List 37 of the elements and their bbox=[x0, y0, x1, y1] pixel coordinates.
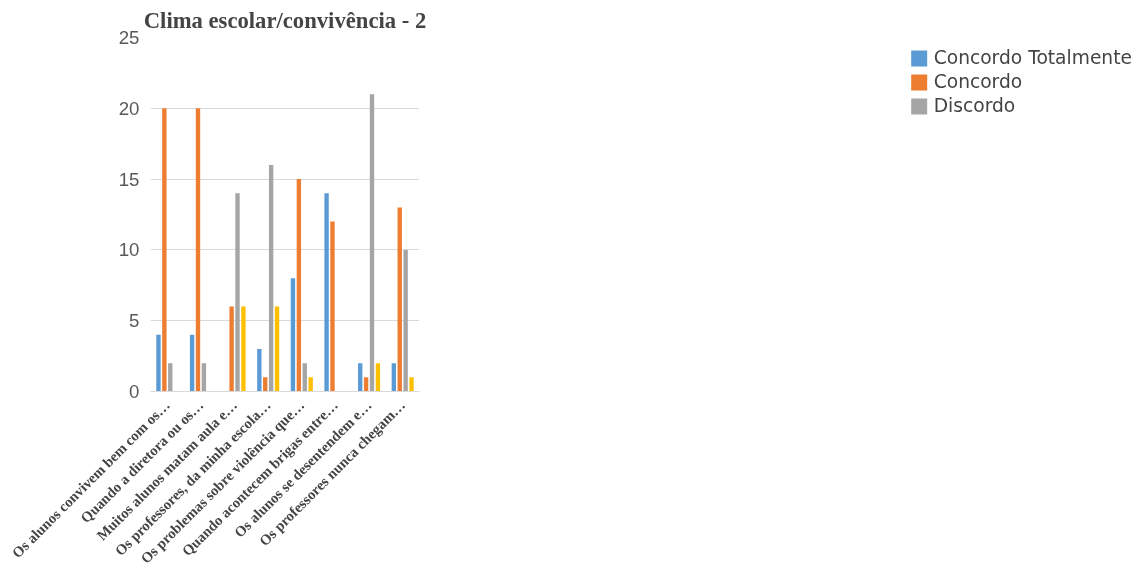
bar bbox=[369, 94, 375, 392]
bar bbox=[241, 306, 246, 392]
y-tick-label: 5 bbox=[129, 310, 140, 332]
bar bbox=[391, 363, 397, 392]
y-tick-label: 20 bbox=[118, 97, 140, 119]
bar bbox=[358, 363, 363, 392]
bar bbox=[195, 108, 201, 392]
bar bbox=[302, 363, 307, 392]
bar bbox=[263, 377, 268, 392]
bar bbox=[375, 363, 381, 392]
y-tick-label: 15 bbox=[118, 168, 140, 190]
legend-label: Concordo bbox=[933, 71, 1023, 92]
legend-label: Concordo Totalmente bbox=[933, 47, 1132, 68]
bar bbox=[409, 377, 414, 392]
y-tick-label: 10 bbox=[118, 239, 140, 261]
bar bbox=[268, 164, 274, 392]
bar bbox=[274, 306, 280, 392]
bar bbox=[201, 363, 207, 392]
bar bbox=[168, 363, 173, 392]
y-tick-label: 25 bbox=[118, 27, 140, 48]
y-tick-label: 0 bbox=[129, 381, 140, 402]
bar bbox=[235, 193, 240, 392]
bar bbox=[397, 207, 402, 392]
bar bbox=[162, 108, 167, 392]
bar bbox=[156, 334, 161, 392]
bar bbox=[330, 221, 335, 392]
bar bbox=[189, 334, 195, 392]
bar bbox=[308, 377, 313, 392]
bar bbox=[257, 349, 262, 392]
legend-label: Discordo bbox=[933, 95, 1016, 116]
bar bbox=[403, 249, 408, 392]
bar bbox=[290, 278, 296, 392]
bar bbox=[229, 306, 234, 392]
bar bbox=[363, 377, 369, 392]
bar bbox=[296, 179, 302, 392]
chart-title: Clima escolar/convivência - 2 bbox=[143, 7, 427, 33]
bar bbox=[324, 193, 329, 392]
